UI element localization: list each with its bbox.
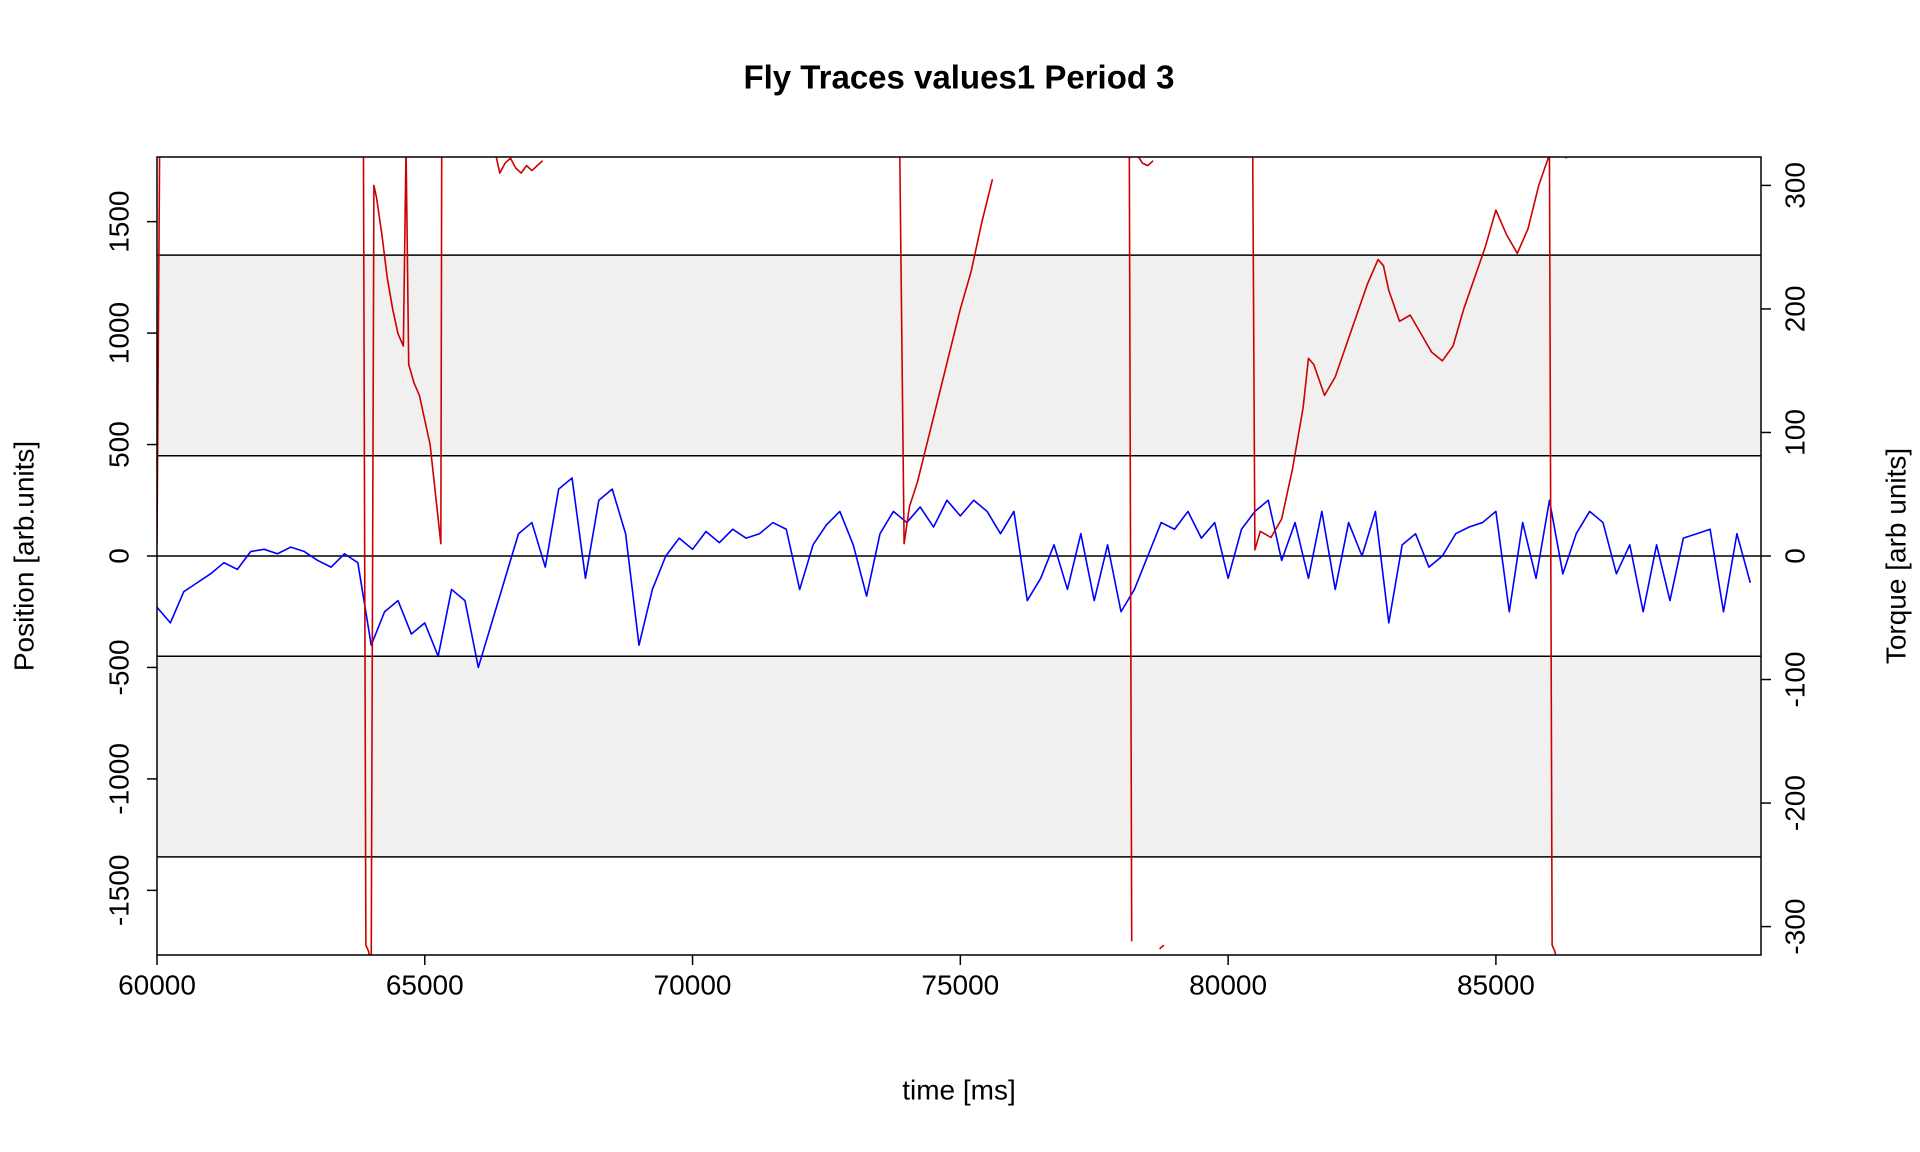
band [157, 656, 1761, 857]
y2-tick-label: 200 [1779, 286, 1810, 333]
y-tick-label: 1000 [103, 302, 134, 364]
chart-title: Fly Traces values1 Period 3 [743, 59, 1174, 96]
y2-tick-label: -300 [1779, 899, 1810, 955]
y-tick-label: -1500 [103, 855, 134, 927]
x-tick-label: 80000 [1189, 969, 1267, 1000]
y-tick-label: 0 [103, 548, 134, 564]
plot-area [157, 157, 1761, 955]
y-tick-label: 1500 [103, 190, 134, 252]
y2-tick-label: 100 [1779, 409, 1810, 456]
x-tick-label: 60000 [118, 969, 196, 1000]
y-tick-label: -1000 [103, 743, 134, 815]
series-line [157, 477, 1752, 669]
y2-tick-label: -100 [1779, 652, 1810, 708]
x-tick-label: 70000 [654, 969, 732, 1000]
y-tick-label: 500 [103, 421, 134, 468]
y-tick-label: -500 [103, 639, 134, 695]
series-line [157, 157, 1569, 955]
band [157, 255, 1761, 456]
y2-tick-label: -200 [1779, 775, 1810, 831]
y2-axis-label: Torque [arb units] [1880, 448, 1911, 664]
y2-tick-label: 300 [1779, 162, 1810, 209]
x-axis-label: time [ms] [902, 1074, 1016, 1105]
y-axis-label: Position [arb.units] [8, 441, 39, 671]
y2-tick-label: 0 [1779, 548, 1810, 564]
x-tick-label: 75000 [921, 969, 999, 1000]
x-tick-label: 85000 [1457, 969, 1535, 1000]
x-tick-label: 65000 [386, 969, 464, 1000]
